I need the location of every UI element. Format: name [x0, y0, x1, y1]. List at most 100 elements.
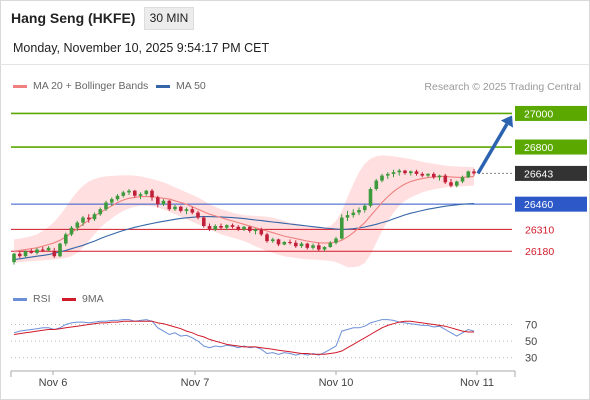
candle-body: [121, 192, 126, 196]
candle-body: [236, 226, 241, 230]
candle-body: [409, 171, 413, 174]
candle-body: [133, 190, 137, 196]
candle-body: [64, 234, 68, 244]
rsi-label: RSI: [33, 293, 51, 305]
candle-body: [144, 190, 149, 195]
candle-body: [161, 200, 166, 205]
candle-body: [248, 226, 252, 231]
target-arrow-shaft: [476, 123, 509, 175]
candle-body: [81, 217, 85, 223]
candle-body: [35, 249, 39, 253]
instrument-title: Hang Seng (HKFE): [11, 10, 136, 26]
candle-body: [253, 229, 258, 232]
candle-body: [196, 212, 200, 218]
timestamp: Monday, November 10, 2025 9:54:17 PM CET: [13, 41, 270, 55]
candle-body: [98, 209, 103, 215]
bollinger-band: [14, 155, 474, 268]
ma20-swatch: [13, 84, 27, 88]
candle-body: [322, 247, 327, 250]
candle-body: [305, 243, 310, 248]
rsi-ma-label: 9MA: [82, 293, 104, 305]
timeframe-badge[interactable]: 30 MIN: [144, 7, 194, 30]
rsi-ma-line: [13, 320, 474, 355]
legend-rsi: RSI: [13, 293, 51, 305]
candle-body: [92, 214, 97, 220]
candle-body: [179, 206, 183, 211]
candle-body: [420, 173, 425, 176]
level-label-26800: 26800: [524, 142, 553, 154]
rsi-tick-label: 50: [525, 336, 537, 348]
candle-body: [110, 199, 114, 203]
candle-body: [386, 173, 390, 176]
candle-body: [219, 226, 223, 228]
candle-body: [242, 226, 246, 230]
research-credit: Research © 2025 Trading Central: [424, 81, 581, 93]
candle-body: [138, 194, 143, 196]
candle-body: [58, 243, 62, 257]
rsi-ma-swatch: [62, 297, 76, 301]
candle-body: [288, 242, 292, 243]
rsi-swatch: [13, 297, 27, 301]
x-axis-label: Nov 7: [181, 377, 210, 389]
candle-body: [426, 173, 430, 176]
candle-body: [374, 180, 379, 189]
candle-body: [460, 177, 465, 182]
ma20-label: MA 20 + Bollinger Bands: [33, 80, 149, 92]
level-label-26460: 26460: [524, 199, 553, 211]
candle-body: [437, 175, 442, 178]
candle-body: [41, 249, 45, 251]
candle-body: [397, 170, 402, 173]
candle-body: [449, 182, 453, 186]
candle-body: [46, 247, 51, 251]
candle-body: [340, 217, 344, 239]
level-label-26180: 26180: [525, 246, 554, 258]
candle-body: [184, 209, 189, 211]
candle-body: [299, 243, 304, 247]
ma50-label: MA 50: [176, 80, 206, 92]
candle-body: [29, 251, 34, 253]
candle-body: [363, 205, 367, 210]
level-tag-26800: [515, 139, 587, 155]
ma50-swatch: [156, 84, 170, 88]
x-axis-label: Nov 10: [319, 377, 354, 389]
candle-body: [213, 226, 218, 230]
candle-body: [104, 202, 108, 210]
candle-body: [265, 234, 269, 242]
rsi-tick-label: 70: [525, 320, 537, 332]
candle-body: [167, 200, 172, 210]
candle-body: [311, 245, 315, 248]
candle-body: [52, 251, 57, 257]
candle-body: [403, 170, 407, 174]
candle-body: [230, 225, 235, 227]
rsi-line: [13, 319, 475, 356]
level-tag-27000: [515, 105, 587, 121]
candle-body: [225, 225, 229, 228]
candle-body: [466, 171, 471, 178]
candle-body: [380, 175, 384, 181]
candle-body: [282, 242, 287, 245]
candle-body: [357, 210, 361, 213]
ma20-line: [13, 175, 475, 252]
rsi-tick-label: 30: [525, 353, 537, 365]
candle-body: [391, 172, 396, 174]
candle-body: [271, 239, 275, 242]
candle-body: [472, 171, 476, 174]
candle-body: [12, 253, 16, 263]
candle-body: [115, 195, 120, 200]
candle-body: [443, 175, 448, 183]
candle-body: [328, 242, 333, 247]
candle-body: [69, 227, 74, 235]
level-label-26310: 26310: [525, 224, 554, 236]
candle-body: [150, 190, 154, 198]
x-axis-label: Nov 6: [39, 377, 68, 389]
header-divider: [0, 64, 590, 65]
level-label-26643: 26643: [524, 168, 553, 180]
candle-body: [75, 222, 80, 228]
candle-body: [173, 206, 177, 210]
candle-body: [276, 239, 281, 245]
candle-body: [190, 209, 195, 213]
candle-body: [207, 226, 212, 230]
level-label-27000: 27000: [524, 108, 553, 120]
candle-body: [294, 242, 298, 247]
